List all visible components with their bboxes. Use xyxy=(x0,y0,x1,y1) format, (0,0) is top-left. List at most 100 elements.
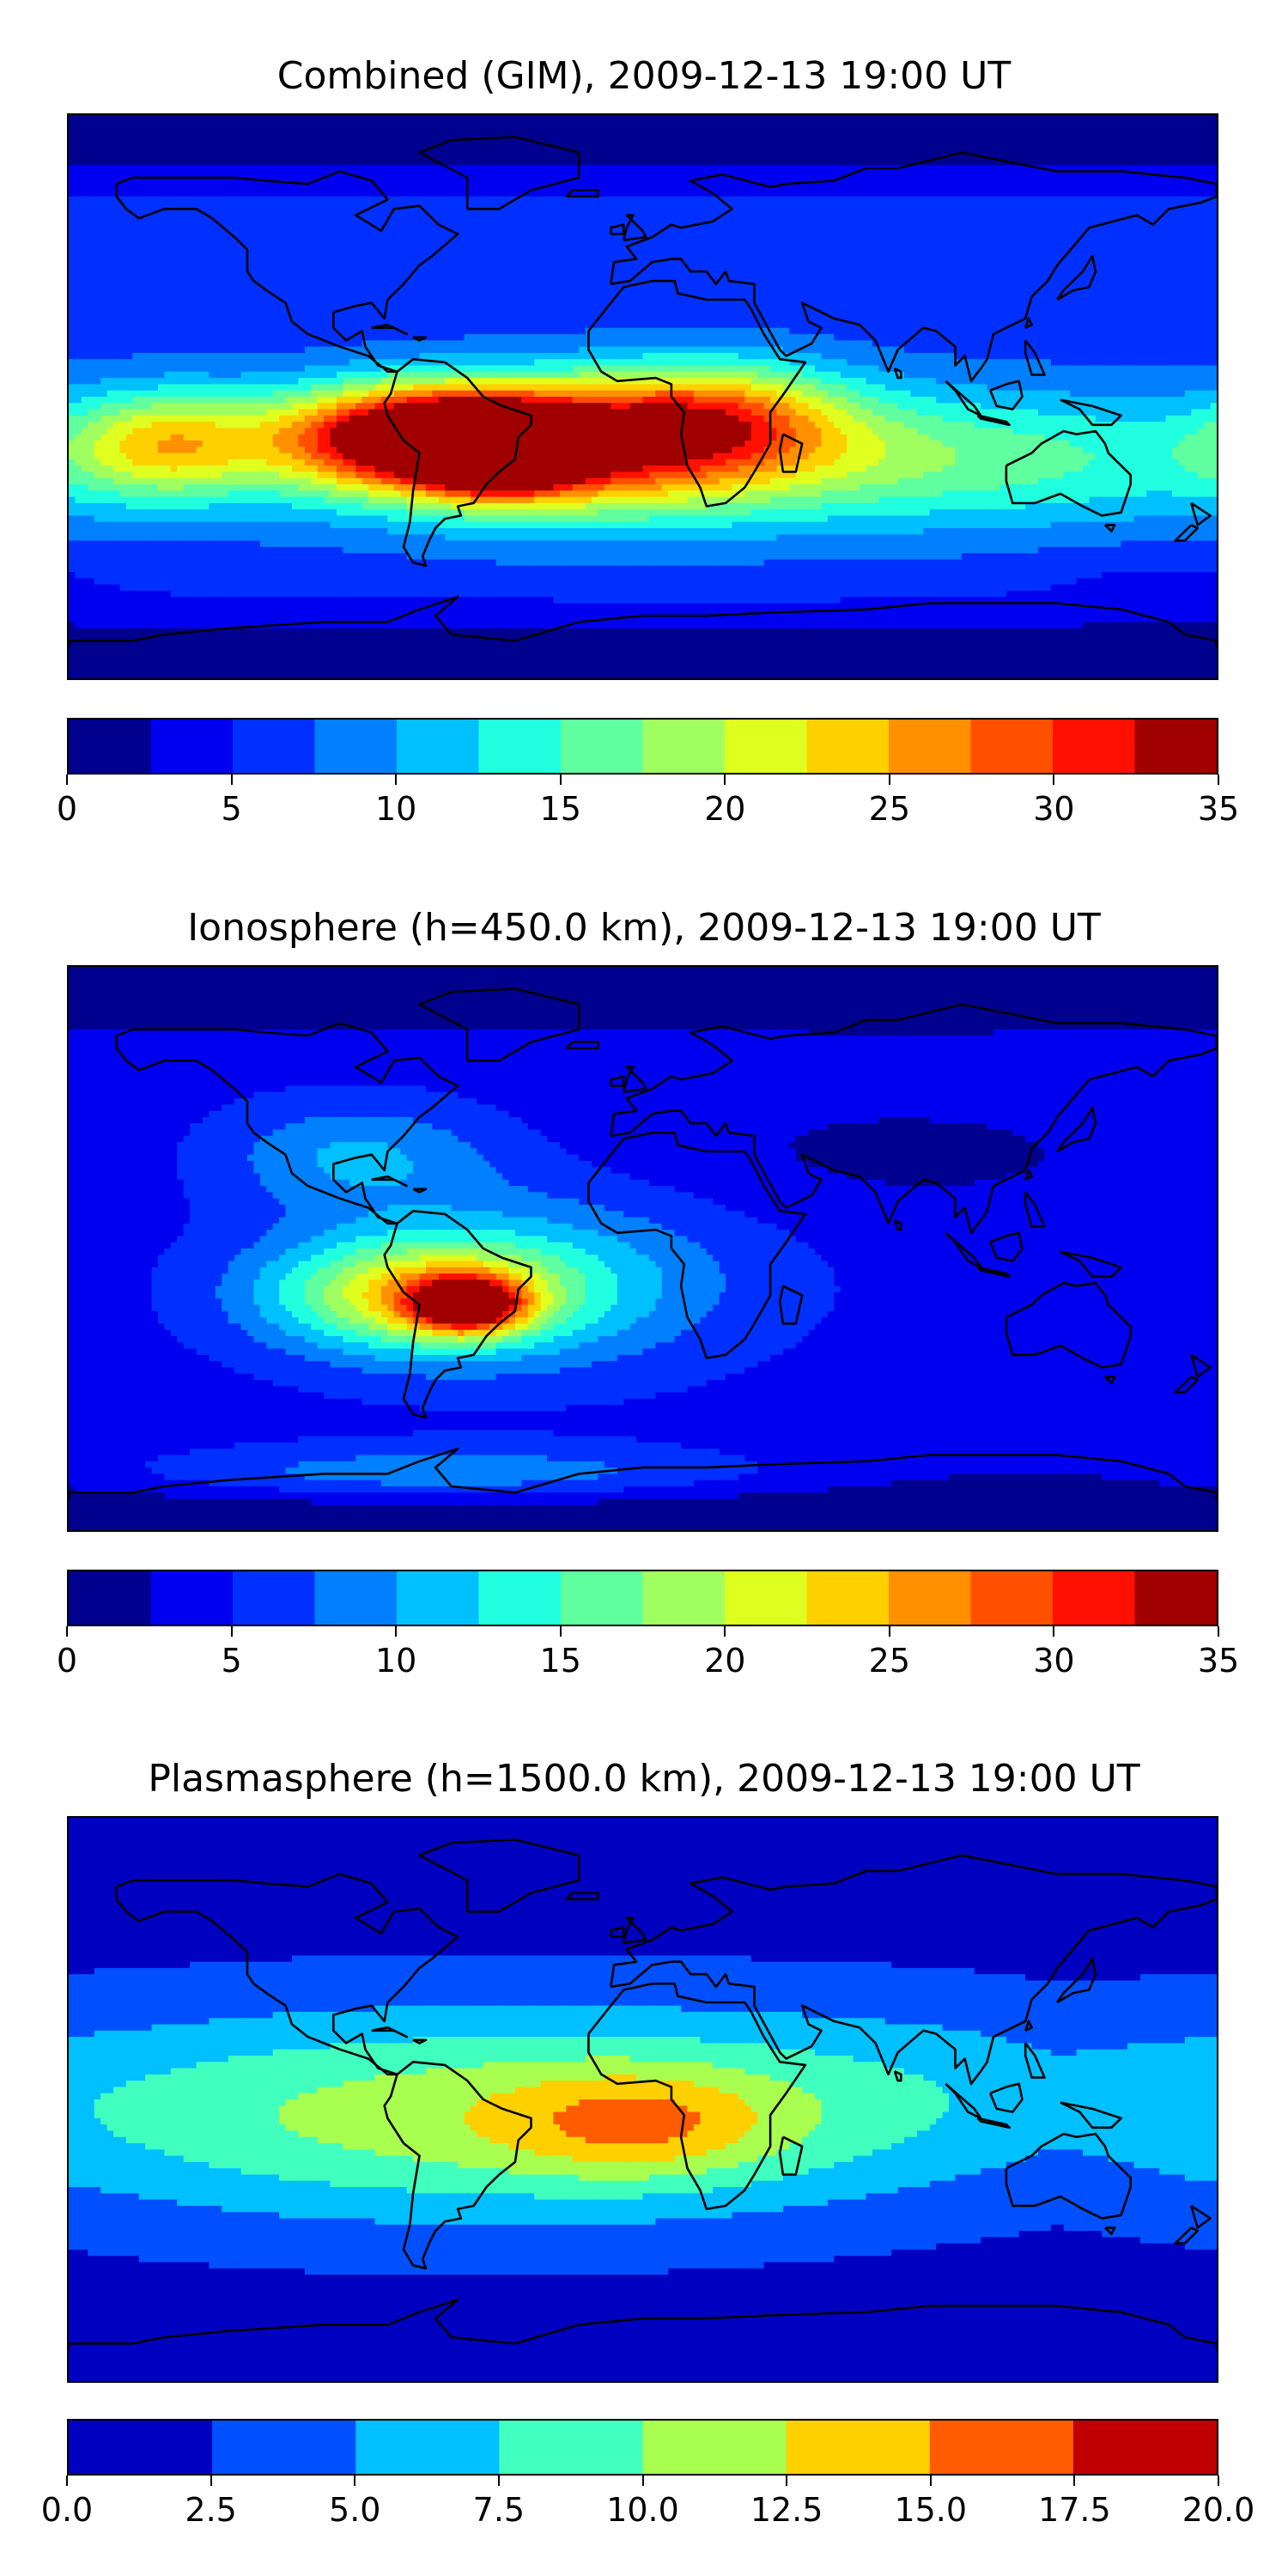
heatmap-cell xyxy=(336,140,343,148)
heatmap-cell xyxy=(304,283,312,291)
heatmap-cell xyxy=(540,177,548,185)
heatmap-cell xyxy=(483,171,490,179)
heatmap-cell xyxy=(655,152,663,160)
heatmap-cell xyxy=(897,121,905,129)
heatmap-cell xyxy=(489,209,497,216)
heatmap-cell xyxy=(674,171,682,179)
heatmap-cell xyxy=(1191,115,1199,122)
heatmap-cell xyxy=(974,177,981,185)
heatmap-cell xyxy=(1139,246,1147,253)
heatmap-cell xyxy=(579,209,586,216)
heatmap-cell xyxy=(592,203,599,210)
heatmap-cell xyxy=(190,121,197,129)
heatmap-cell xyxy=(100,140,108,148)
heatmap-cell xyxy=(795,234,803,241)
heatmap-cell xyxy=(527,277,535,285)
heatmap-cell xyxy=(955,177,963,185)
heatmap-cell xyxy=(527,234,535,241)
heatmap-cell xyxy=(611,140,618,148)
heatmap-cell xyxy=(253,221,261,228)
heatmap-cell xyxy=(681,115,689,122)
heatmap-cell xyxy=(324,221,331,228)
heatmap-cell xyxy=(470,127,477,135)
heatmap-cell xyxy=(298,258,306,266)
heatmap-cell xyxy=(1063,115,1071,122)
heatmap-cell xyxy=(553,209,561,216)
heatmap-cell xyxy=(1172,190,1180,197)
heatmap-cell xyxy=(719,196,726,204)
heatmap-cell xyxy=(240,165,248,173)
heatmap-cell xyxy=(559,127,567,135)
heatmap-cell xyxy=(1018,146,1026,154)
heatmap-cell xyxy=(999,171,1007,179)
heatmap-cell xyxy=(757,277,765,285)
heatmap-cell xyxy=(1063,277,1071,285)
heatmap-cell xyxy=(961,159,969,166)
heatmap-cell xyxy=(1178,171,1186,179)
heatmap-cell xyxy=(923,228,931,235)
heatmap-cell xyxy=(1044,228,1052,235)
heatmap-cell xyxy=(349,184,356,191)
heatmap-cell xyxy=(981,252,988,260)
heatmap-cell xyxy=(1025,171,1033,179)
heatmap-cell xyxy=(974,209,981,216)
heatmap-cell xyxy=(866,140,873,148)
heatmap-cell xyxy=(285,140,293,148)
heatmap-cell xyxy=(942,203,950,210)
heatmap-cell xyxy=(929,258,937,266)
heatmap-cell xyxy=(910,171,918,179)
heatmap-cell xyxy=(559,203,567,210)
heatmap-cell xyxy=(891,159,899,166)
heatmap-cell xyxy=(1089,203,1097,210)
heatmap-cell xyxy=(1133,264,1141,272)
heatmap-cell xyxy=(1038,228,1046,235)
heatmap-cell xyxy=(349,221,356,228)
heatmap-cell xyxy=(1076,165,1084,173)
heatmap-cell xyxy=(502,277,510,285)
heatmap-cell xyxy=(438,196,446,204)
heatmap-cell xyxy=(215,277,222,285)
heatmap-cell xyxy=(291,240,299,247)
heatmap-cell xyxy=(112,177,121,185)
heatmap-cell xyxy=(406,152,414,160)
heatmap-cell xyxy=(157,146,166,154)
heatmap-cell xyxy=(285,221,293,228)
heatmap-cell xyxy=(750,228,758,235)
heatmap-cell xyxy=(821,283,829,291)
heatmap-cell xyxy=(674,240,682,247)
heatmap-cell xyxy=(253,152,261,160)
heatmap-cell xyxy=(1018,133,1026,141)
heatmap-cell xyxy=(406,240,414,247)
heatmap-cell xyxy=(1057,184,1065,191)
heatmap-cell xyxy=(808,152,816,160)
heatmap-cell xyxy=(202,228,210,235)
heatmap-cell xyxy=(904,159,912,166)
heatmap-cell xyxy=(604,184,611,191)
heatmap-cell xyxy=(1115,133,1122,141)
heatmap-cell xyxy=(642,171,650,179)
heatmap-cell xyxy=(1139,152,1147,160)
heatmap-cell xyxy=(757,159,765,166)
heatmap-cell xyxy=(343,184,350,191)
heatmap-cell xyxy=(776,228,784,235)
heatmap-cell xyxy=(406,121,414,129)
heatmap-cell xyxy=(629,146,637,154)
heatmap-cell xyxy=(1139,127,1147,135)
heatmap-cell xyxy=(923,252,931,260)
heatmap-cell xyxy=(929,215,937,222)
heatmap-cell xyxy=(808,271,816,279)
heatmap-cell xyxy=(291,221,299,228)
heatmap-cell xyxy=(253,184,261,191)
heatmap-cell xyxy=(782,228,790,235)
heatmap-cell xyxy=(177,115,185,122)
heatmap-cell xyxy=(81,246,88,253)
heatmap-cell xyxy=(445,115,453,122)
heatmap-cell xyxy=(750,277,758,285)
heatmap-cell xyxy=(489,221,497,228)
heatmap-cell xyxy=(968,209,975,216)
heatmap-cell xyxy=(853,221,860,228)
heatmap-cell xyxy=(324,196,331,204)
heatmap-cell xyxy=(763,264,771,272)
heatmap-cell xyxy=(700,264,708,272)
heatmap-cell xyxy=(349,240,356,247)
